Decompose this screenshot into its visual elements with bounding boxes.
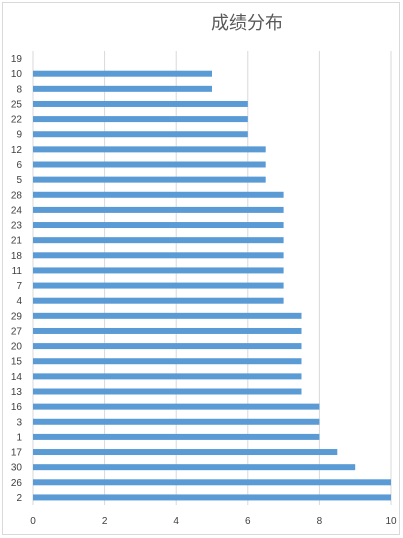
bar-5 xyxy=(33,176,266,183)
y-tick-label: 4 xyxy=(16,296,22,307)
bar-29 xyxy=(33,312,302,319)
x-axis-tick-labels: 0 2 4 6 8 10 xyxy=(30,516,397,527)
x-tick-label: 4 xyxy=(173,516,179,527)
y-tick-label: 21 xyxy=(11,236,23,247)
y-tick-label: 17 xyxy=(11,448,23,459)
y-tick-label: 30 xyxy=(11,463,23,474)
y-tick-label: 25 xyxy=(11,99,23,110)
y-tick-label: 14 xyxy=(11,372,23,383)
bar-18 xyxy=(33,252,284,259)
bar-21 xyxy=(33,237,284,244)
y-tick-label: 12 xyxy=(11,145,23,156)
y-tick-label: 19 xyxy=(11,54,23,65)
y-tick-label: 9 xyxy=(16,130,22,141)
bar-23 xyxy=(33,222,284,229)
bar-13 xyxy=(33,388,302,395)
bars xyxy=(33,70,391,501)
y-tick-label: 2 xyxy=(16,493,22,504)
y-tick-label: 18 xyxy=(11,251,23,262)
bar-16 xyxy=(33,403,320,410)
bar-20 xyxy=(33,343,302,350)
y-tick-label: 22 xyxy=(11,115,23,126)
bar-24 xyxy=(33,206,284,213)
y-tick-label: 27 xyxy=(11,326,23,337)
bar-30 xyxy=(33,464,356,471)
y-tick-label: 7 xyxy=(16,281,22,292)
y-tick-label: 11 xyxy=(12,266,23,277)
y-tick-label: 3 xyxy=(16,417,22,428)
y-tick-label: 20 xyxy=(11,342,23,353)
bar-7 xyxy=(33,282,284,289)
bar-14 xyxy=(33,373,302,380)
bar-11 xyxy=(33,267,284,274)
x-tick-label: 2 xyxy=(102,516,108,527)
y-tick-label: 5 xyxy=(16,175,22,186)
bar-1 xyxy=(33,433,320,440)
bar-9 xyxy=(33,131,248,138)
x-tick-label: 6 xyxy=(245,516,251,527)
bar-27 xyxy=(33,327,302,334)
bar-15 xyxy=(33,358,302,365)
y-tick-label: 29 xyxy=(11,311,23,322)
bar-10 xyxy=(33,70,212,77)
bar-4 xyxy=(33,297,284,304)
y-tick-label: 8 xyxy=(16,84,22,95)
bar-25 xyxy=(33,100,248,107)
bar-26 xyxy=(33,479,391,486)
y-tick-label: 15 xyxy=(11,357,23,368)
chart-title: 成绩分布 xyxy=(211,13,283,34)
bar-17 xyxy=(33,449,338,456)
bar-12 xyxy=(33,146,266,153)
gridlines xyxy=(32,51,392,505)
bar-8 xyxy=(33,85,212,92)
x-tick-label: 10 xyxy=(385,516,397,527)
bar-22 xyxy=(33,116,248,123)
x-tick-label: 8 xyxy=(317,516,323,527)
y-tick-label: 6 xyxy=(16,160,22,171)
y-axis-tick-labels: 2263017131613141520272947111821232428561… xyxy=(11,54,23,504)
y-tick-label: 24 xyxy=(11,205,23,216)
bar-6 xyxy=(33,161,266,168)
y-tick-label: 1 xyxy=(16,432,22,443)
bar-2 xyxy=(33,494,391,501)
y-tick-label: 26 xyxy=(11,478,23,489)
bar-28 xyxy=(33,191,284,198)
y-tick-label: 28 xyxy=(11,190,23,201)
y-tick-label: 13 xyxy=(11,387,23,398)
y-tick-label: 23 xyxy=(11,221,23,232)
y-tick-label: 16 xyxy=(11,402,23,413)
x-tick-label: 0 xyxy=(30,516,36,527)
bar-3 xyxy=(33,418,320,425)
y-tick-label: 10 xyxy=(11,69,23,80)
